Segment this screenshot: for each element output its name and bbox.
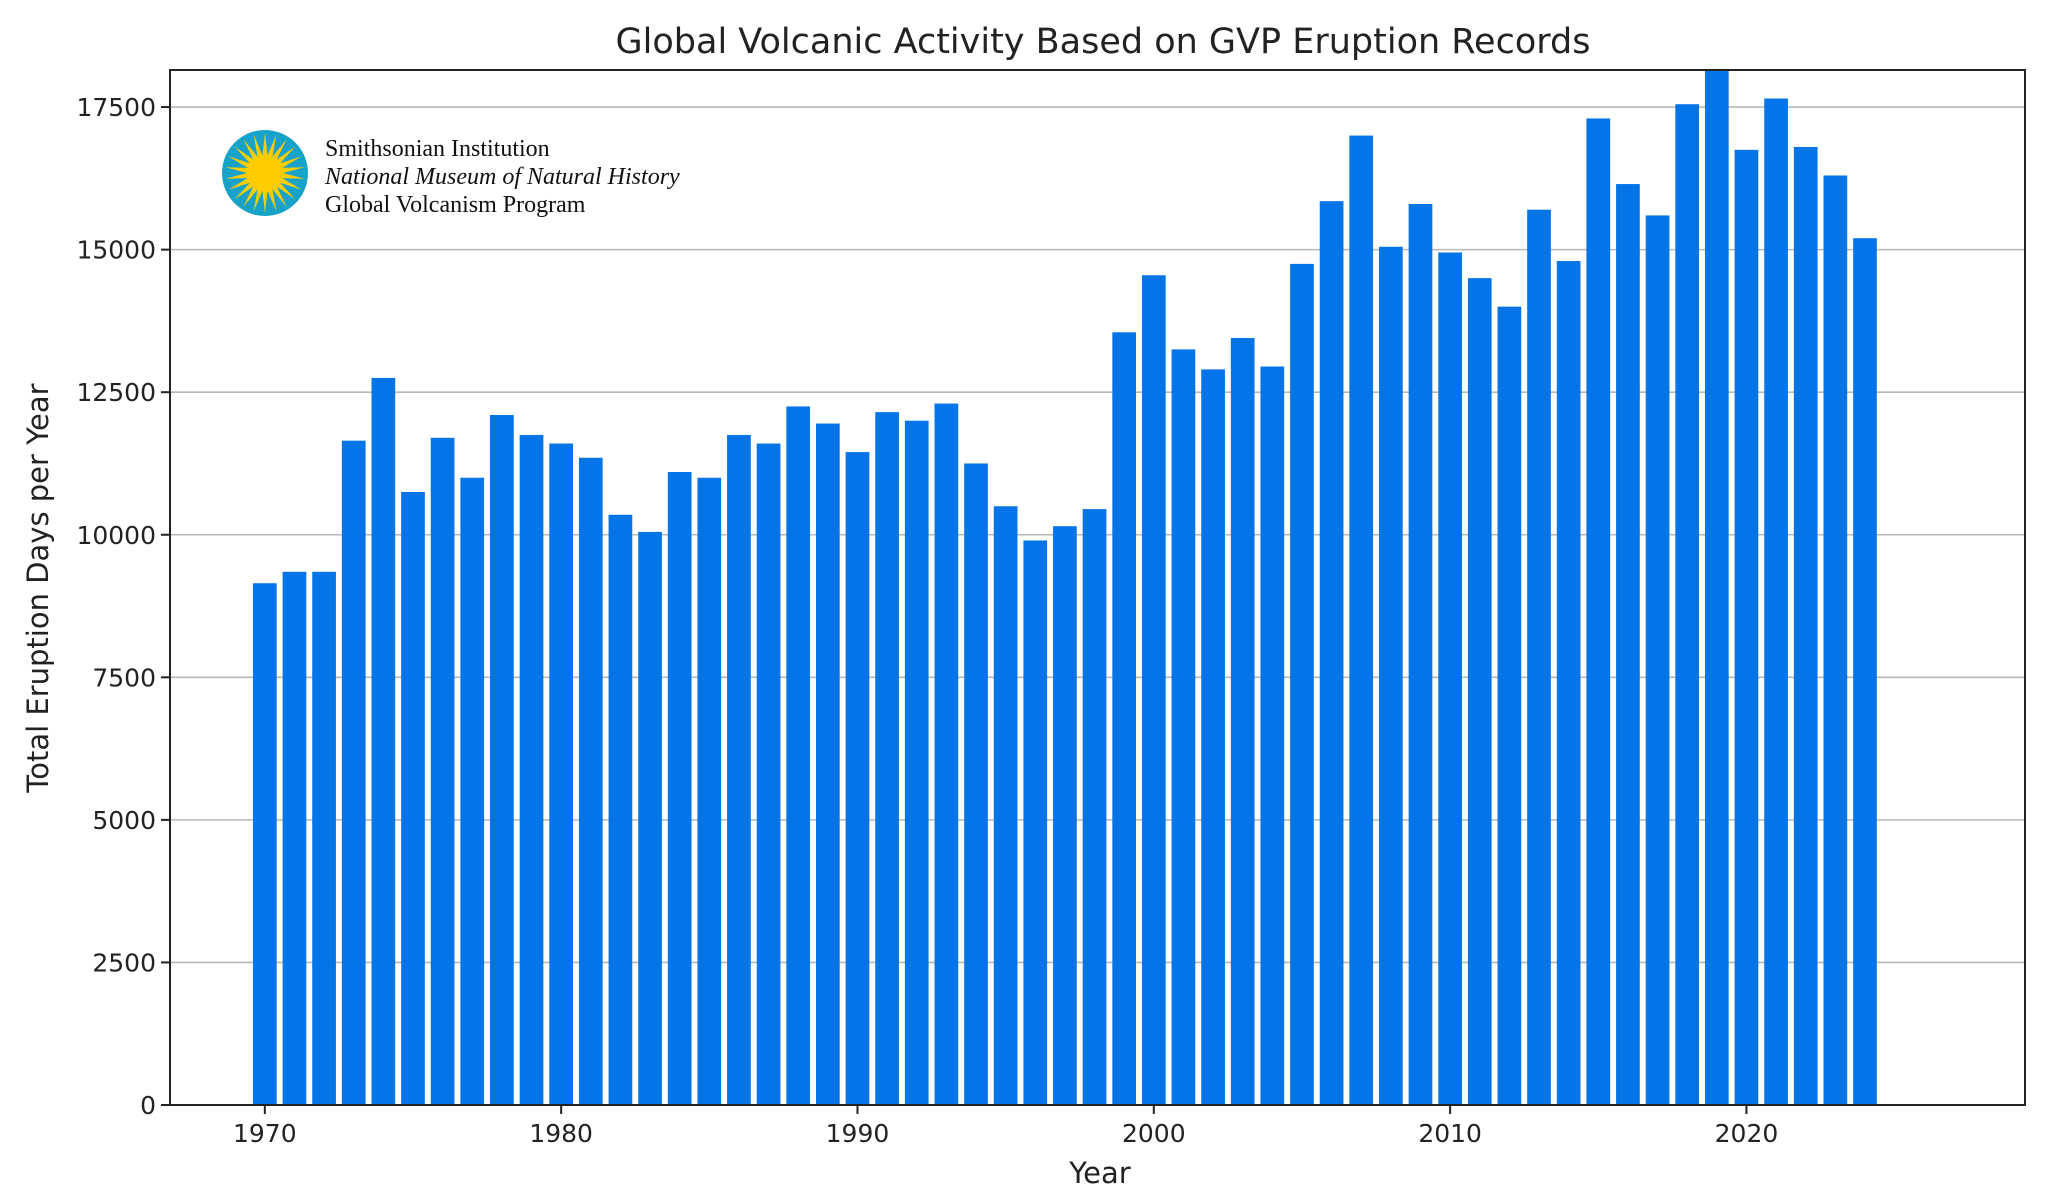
bar-1974	[371, 377, 396, 1105]
bar-1995	[993, 506, 1018, 1106]
y-tick-label-4: 10000	[76, 521, 156, 550]
logo-line-2: National Museum of Natural History	[324, 164, 680, 190]
x-tick-label-4: 2010	[1418, 1119, 1482, 1148]
bar-2023	[1823, 175, 1848, 1106]
y-tick-label-3: 7500	[92, 663, 156, 692]
bar-2020	[1734, 149, 1759, 1105]
x-tick-label-1: 1980	[529, 1119, 593, 1148]
bar-1993	[934, 403, 959, 1105]
bar-2000	[1141, 275, 1166, 1105]
x-tick-label-2: 1990	[826, 1119, 890, 1148]
y-axis-label: Total Eruption Days per Year	[21, 383, 55, 793]
bar-1978	[490, 415, 514, 1105]
bar-2004	[1260, 366, 1285, 1105]
bar-1989	[815, 423, 840, 1105]
bar-1979	[519, 434, 544, 1105]
logo-line-1: Smithsonian Institution	[325, 136, 550, 162]
bar-1973	[341, 440, 366, 1106]
bar-2015	[1586, 118, 1611, 1106]
bar-2002	[1201, 369, 1225, 1106]
bar-1982	[608, 514, 633, 1105]
bar-1986	[727, 434, 751, 1105]
bar-1972	[312, 571, 336, 1105]
bars	[252, 70, 1877, 1106]
bar-2005	[1290, 263, 1314, 1106]
bar-1971	[282, 571, 307, 1105]
x-tick-label-0: 1970	[233, 1119, 297, 1148]
bar-1981	[578, 457, 603, 1106]
bar-2016	[1616, 184, 1640, 1106]
bar-1992	[904, 420, 929, 1105]
logo-line-3: Global Volcanism Program	[325, 192, 586, 218]
chart-title: Global Volcanic Activity Based on GVP Er…	[616, 22, 1591, 62]
x-axis: 1970 1980 1990 2000 2010 2020	[233, 1105, 1778, 1148]
bar-1999	[1112, 332, 1137, 1105]
bar-2013	[1527, 209, 1551, 1105]
bar-2019	[1704, 70, 1729, 1105]
bar-1983	[638, 531, 662, 1105]
bar-2022	[1793, 146, 1818, 1106]
bar-1970	[252, 583, 277, 1105]
bar-1975	[401, 491, 425, 1105]
bar-1988	[786, 406, 811, 1105]
bar-2024	[1853, 238, 1877, 1105]
bar-2009	[1408, 204, 1433, 1105]
bar-2021	[1764, 98, 1788, 1106]
bar-2007	[1349, 135, 1374, 1106]
bar-2014	[1556, 261, 1581, 1105]
bar-2008	[1379, 246, 1403, 1105]
bar-1990	[845, 452, 870, 1105]
x-tick-label-3: 2000	[1122, 1119, 1186, 1148]
bar-1976	[430, 437, 455, 1105]
x-tick-label-5: 2020	[1715, 1119, 1779, 1148]
bar-1994	[964, 463, 988, 1105]
smithsonian-sun-icon	[222, 130, 308, 216]
y-axis: 0 2500 5000 7500 10000 12500 15000 17500	[76, 93, 170, 1120]
bar-2017	[1645, 215, 1670, 1106]
bar-1977	[460, 477, 485, 1105]
bar-1998	[1082, 509, 1107, 1105]
x-axis-label: Year	[1068, 1156, 1130, 1190]
smithsonian-logo: Smithsonian Institution National Museum …	[222, 130, 680, 218]
plot-frame	[169, 69, 2026, 1106]
bar-2012	[1497, 306, 1522, 1105]
bar-1997	[1053, 526, 1077, 1105]
y-tick-label-2: 5000	[92, 806, 156, 835]
bar-1987	[756, 443, 781, 1105]
y-tick-label-1: 2500	[92, 948, 156, 977]
bar-2010	[1438, 252, 1462, 1105]
bar-1996	[1023, 540, 1048, 1105]
bar-2018	[1675, 104, 1700, 1106]
bar-2001	[1171, 349, 1196, 1105]
bar-2011	[1467, 278, 1492, 1105]
bar-1980	[549, 443, 574, 1105]
y-tick-label-0: 0	[140, 1091, 156, 1120]
y-tick-label-5: 12500	[76, 378, 156, 407]
bar-1984	[667, 472, 692, 1105]
bar-1991	[875, 412, 899, 1105]
bar-1985	[697, 477, 722, 1105]
bar-2003	[1230, 338, 1255, 1105]
y-tick-label-6: 15000	[76, 236, 156, 265]
y-tick-label-7: 17500	[76, 93, 156, 122]
bar-2006	[1319, 201, 1344, 1105]
